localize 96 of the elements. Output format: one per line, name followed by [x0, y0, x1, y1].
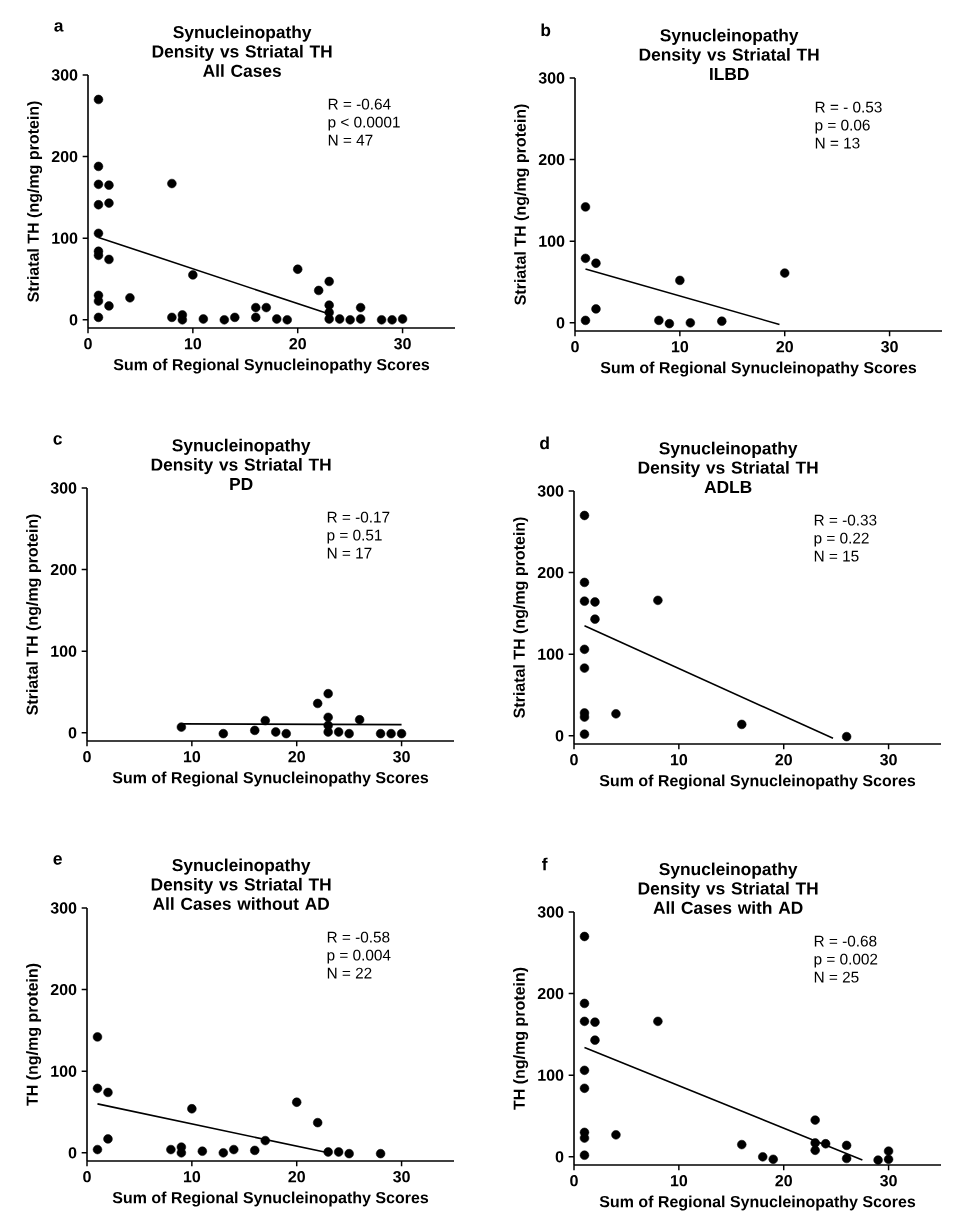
chart-subtitle: PD — [230, 478, 253, 490]
annotation: N = 17 — [327, 547, 372, 559]
y-tick-label: 100 — [538, 648, 564, 660]
chart-title: Synucleinopathy Density vs Striatal TH — [639, 28, 819, 65]
y-axis-title: Striatal TH (ng/mg protein) — [26, 514, 42, 715]
y-tick-label: 0 — [556, 317, 565, 329]
chart-subtitle: ILBD — [710, 68, 749, 80]
x-tick-label: 0 — [83, 751, 91, 763]
y-tick-label: 200 — [50, 983, 77, 996]
annotation: p < 0.0001 — [328, 116, 400, 131]
annotation: R = -0.64 — [328, 98, 391, 110]
y-tick-label: 0 — [68, 727, 77, 739]
x-axis-title: Sum of Regional Synucleinopathy Scores — [112, 1191, 429, 1207]
y-tick-label: 0 — [555, 730, 564, 742]
text: c — [53, 435, 62, 445]
x-axis-title: Sum of Regional Synucleinopathy Scores — [113, 358, 430, 374]
y-tick-label: 200 — [50, 563, 77, 576]
annotation: p = 0.004 — [327, 949, 391, 964]
text: a — [54, 22, 64, 32]
y-tick-label: 300 — [537, 906, 564, 918]
annotation: N = 22 — [327, 967, 372, 979]
text: e — [53, 855, 62, 865]
chart-title: Synucleinopathy Density vs Striatal TH — [151, 438, 331, 475]
y-axis-title: Striatal TH (ng/mg protein) — [514, 104, 530, 305]
chart-title: Synucleinopathy Density vs Striatal TH — [152, 25, 332, 62]
y-tick-label: 300 — [51, 69, 78, 81]
y-tick-label: 300 — [50, 902, 77, 914]
y-tick-label: 200 — [537, 987, 564, 1000]
x-tick-label: 30 — [394, 338, 411, 350]
x-tick-label: 30 — [881, 341, 898, 353]
x-tick-label: 0 — [571, 341, 579, 353]
chart-subtitle: ADLB — [704, 481, 752, 493]
y-tick-label: 0 — [69, 314, 78, 326]
text: d — [540, 436, 549, 450]
x-tick-label: 0 — [84, 338, 92, 350]
annotation: N = 25 — [814, 971, 859, 983]
chart-title: Synucleinopathy Density vs Striatal TH — [151, 858, 331, 895]
chart-subtitle: All Cases without AD — [152, 897, 329, 910]
y-tick-label: 200 — [51, 150, 78, 163]
x-tick-label: 30 — [393, 1171, 410, 1183]
y-tick-label: 100 — [538, 1069, 564, 1081]
annotation: R = -0.33 — [814, 514, 877, 526]
x-axis-title: Sum of Regional Synucleinopathy Scores — [600, 361, 917, 377]
annotation: p = 0.22 — [814, 532, 869, 547]
x-tick-label: 10 — [183, 1171, 201, 1183]
x-axis-title: Sum of Regional Synucleinopathy Scores — [112, 771, 429, 787]
y-axis-title: TH (ng/mg protein) — [513, 967, 529, 1110]
x-tick-label: 30 — [393, 751, 410, 763]
y-tick-label: 300 — [538, 72, 565, 84]
x-tick-label: 10 — [671, 341, 689, 353]
x-tick-label: 10 — [670, 754, 688, 766]
x-tick-label: 20 — [288, 1171, 305, 1183]
annotation: p = 0.002 — [814, 953, 878, 968]
annotation: N = 47 — [328, 134, 373, 146]
y-tick-label: 100 — [51, 1065, 77, 1077]
chart-subtitle: All Cases — [203, 64, 281, 77]
y-tick-label: 300 — [537, 485, 564, 497]
y-tick-label: 100 — [51, 645, 77, 657]
x-axis-title: Sum of Regional Synucleinopathy Scores — [599, 1195, 916, 1211]
y-tick-label: 200 — [538, 153, 565, 166]
x-axis-title: Sum of Regional Synucleinopathy Scores — [599, 774, 916, 790]
annotation: R = -0.17 — [327, 511, 390, 523]
text: f — [542, 857, 548, 871]
y-tick-label: 300 — [50, 482, 77, 494]
chart-subtitle: All Cases with AD — [653, 901, 803, 914]
x-tick-label: 10 — [183, 751, 201, 763]
x-tick-label: 30 — [880, 1175, 897, 1187]
chart-title: Synucleinopathy Density vs Striatal TH — [638, 441, 818, 478]
x-tick-label: 10 — [670, 1175, 688, 1187]
x-tick-label: 10 — [184, 338, 202, 350]
x-tick-label: 20 — [775, 754, 792, 766]
y-tick-label: 200 — [537, 566, 564, 579]
x-tick-label: 0 — [570, 1175, 578, 1187]
annotation: N = 15 — [814, 550, 859, 562]
x-tick-label: 30 — [880, 754, 897, 766]
chart-title: Synucleinopathy Density vs Striatal TH — [638, 862, 818, 899]
y-tick-label: 100 — [539, 235, 565, 247]
annotation: R = -0.68 — [814, 935, 877, 947]
annotation: p = 0.06 — [815, 119, 870, 134]
x-tick-label: 20 — [776, 341, 793, 353]
y-tick-label: 0 — [68, 1147, 77, 1159]
y-tick-label: 100 — [52, 232, 78, 244]
x-tick-label: 0 — [83, 1171, 91, 1183]
x-tick-label: 20 — [775, 1175, 792, 1187]
annotation: R = -0.58 — [327, 931, 390, 943]
y-tick-label: 0 — [555, 1151, 564, 1163]
x-tick-label: 20 — [288, 751, 305, 763]
y-axis-title: TH (ng/mg protein) — [26, 963, 42, 1106]
x-tick-label: 0 — [570, 754, 578, 766]
annotation: R = - 0.53 — [815, 101, 882, 113]
annotation: N = 13 — [815, 137, 860, 149]
x-tick-label: 20 — [289, 338, 306, 350]
annotation: p = 0.51 — [327, 529, 382, 544]
y-axis-title: Striatal TH (ng/mg protein) — [27, 101, 43, 302]
y-axis-title: Striatal TH (ng/mg protein) — [513, 517, 529, 718]
text: b — [541, 23, 551, 37]
